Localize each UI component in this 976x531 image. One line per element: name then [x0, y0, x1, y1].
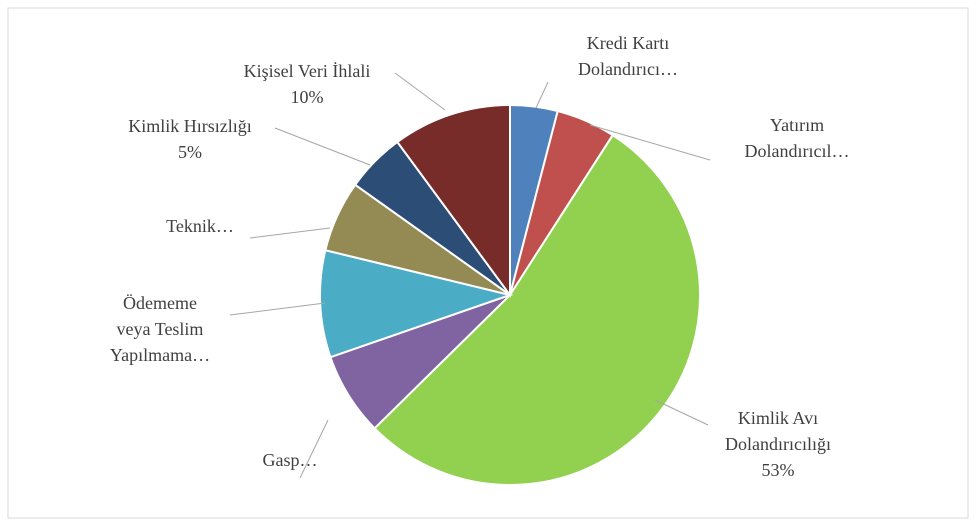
- pie-slice: [395, 103, 511, 299]
- pie-slice: [373, 133, 701, 486]
- slice-label: Kimlik Avı: [738, 408, 818, 428]
- leader-line: [299, 419, 329, 479]
- slice-label: Dolandırıcılığı: [725, 434, 831, 454]
- slice-label: Dolandırıcı…: [578, 59, 678, 79]
- leader-line: [654, 399, 709, 426]
- slice-label: Yapılmama…: [110, 345, 210, 365]
- value-label: 10%: [291, 87, 324, 107]
- value-label: 5%: [178, 142, 202, 162]
- slice-label: Ödememe: [123, 293, 197, 313]
- slice-label: Yatırım: [770, 115, 824, 135]
- slice-label: Teknik…: [166, 216, 234, 236]
- slice-label: Gasp…: [263, 450, 318, 470]
- leader-line: [274, 127, 371, 166]
- slice-label: Kimlik Hırsızlığı: [128, 116, 252, 136]
- leader-line: [249, 227, 331, 239]
- leader-line: [535, 81, 549, 109]
- value-label: 53%: [762, 460, 795, 480]
- slice-label: Kişisel Veri İhlali: [244, 61, 371, 81]
- slice-label: Dolandırıcıl…: [745, 141, 850, 161]
- leader-line: [394, 72, 446, 111]
- leader-line: [229, 302, 326, 316]
- slice-label: veya Teslim: [117, 319, 204, 339]
- slice-label: Kredi Kartı: [587, 33, 669, 53]
- leader-line: [589, 124, 711, 161]
